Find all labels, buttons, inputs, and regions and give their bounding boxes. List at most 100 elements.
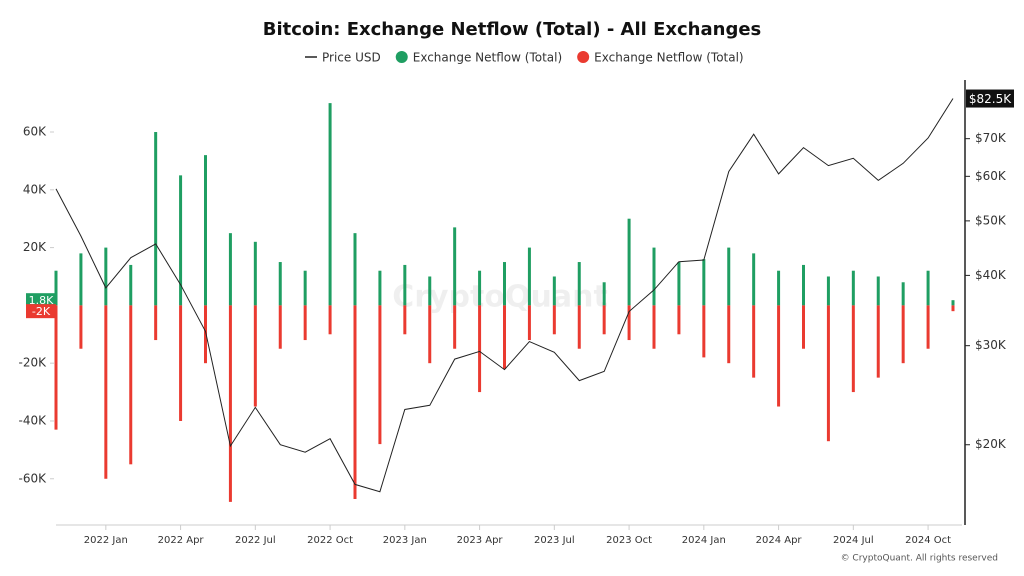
netflow-bar [652,305,656,349]
netflow-bar [627,305,631,341]
netflow-bar [851,270,855,306]
x-tick-label: 2024 Apr [756,535,803,546]
netflow-bar [179,305,183,421]
y2-tick-label: $40K [975,268,1007,282]
last-value-label: 1.8K [29,294,54,307]
netflow-bar [727,305,731,364]
netflow-bar [503,262,506,306]
y2-tick-label: $20K [975,437,1007,451]
copyright: © CryptoQuant. All rights reserved [841,554,998,564]
netflow-bar [876,305,880,378]
netflow-bar [826,305,830,442]
netflow-bar [478,270,482,306]
netflow-bar [851,305,855,393]
netflow-bar [154,305,158,341]
x-tick-label: 2024 Jan [682,535,726,546]
netflow-bar [204,155,207,306]
x-tick-label: 2024 Oct [905,535,951,546]
netflow-bar [527,305,531,341]
netflow-bar [129,264,133,306]
netflow-bar [104,247,108,306]
netflow-bar [428,276,432,306]
netflow-bar [627,218,631,306]
netflow-bar [403,305,407,335]
legend-label: Exchange Netflow (Total) [594,51,743,65]
last-value-box [26,293,56,308]
legend-marker [577,51,590,63]
netflow-bar [79,253,83,306]
x-tick-label: 2022 Oct [307,535,353,546]
netflow-bar [602,282,606,306]
netflow-bar [204,305,207,364]
netflow-bar [253,305,257,407]
netflow-bar [602,305,606,335]
netflow-bar [702,305,706,358]
watermark: CryptoQuant [392,280,608,315]
netflow-bar [677,262,681,306]
netflow-bar [228,305,232,502]
netflow-bar [527,247,531,306]
netflow-bar [403,264,407,306]
y-tick-label: -40K [19,413,48,427]
x-tick-label: 2024 Jul [833,535,874,546]
netflow-bar [552,276,556,306]
netflow-bar [802,305,805,349]
netflow-bar [727,247,731,306]
netflow-bar [752,305,756,378]
y-tick-label: -20K [19,356,48,370]
netflow-bar [577,305,581,349]
netflow-bar [826,276,830,306]
netflow-bar [777,270,781,306]
netflow-bar [802,264,805,306]
netflow-bar [926,270,930,306]
netflow-bar [876,276,880,306]
netflow-bar [303,305,307,341]
y-tick-label: -60K [19,471,48,485]
netflow-bar [378,305,382,445]
x-tick-label: 2022 Jul [235,535,276,546]
netflow-bar [54,270,58,306]
netflow-bar [303,270,307,306]
netflow-bar [328,305,332,335]
netflow-bar [328,103,332,306]
y-tick-label: 20K [23,240,47,254]
netflow-bar [453,305,457,349]
x-tick-label: 2023 Oct [606,535,652,546]
netflow-bar [752,253,756,306]
legend-label: Price USD [322,51,381,65]
last-price-label: $82.5K [969,92,1012,106]
y-tick-label: 60K [23,125,47,139]
y2-tick-label: $70K [975,131,1007,145]
x-tick-label: 2023 Jan [383,535,427,546]
netflow-bar [353,305,357,499]
x-tick-label: 2022 Jan [84,535,128,546]
price-line [55,98,954,493]
netflow-bar [353,233,357,306]
netflow-bar [378,270,382,306]
netflow-bar [129,305,133,465]
netflow-bar [577,262,581,306]
netflow-bar [702,259,706,306]
netflow-bar [951,305,955,312]
netflow-bar [552,305,556,335]
netflow-bar [677,305,681,335]
netflow-bar [428,305,432,364]
y2-tick-label: $50K [975,213,1007,227]
netflow-bar [926,305,930,349]
netflow-bar [54,305,58,430]
netflow-bar [901,282,905,306]
netflow-bar [951,300,955,306]
x-tick-label: 2023 Apr [457,535,504,546]
netflow-bar [179,175,183,306]
y2-tick-label: $30K [975,338,1007,352]
last-price-box [966,89,1014,108]
netflow-bar [453,227,457,306]
x-tick-label: 2023 Jul [534,535,575,546]
netflow-bar [478,305,482,393]
netflow-bar [278,262,282,306]
x-tick-label: 2022 Apr [158,535,205,546]
netflow-bar [104,305,108,479]
netflow-bar [79,305,83,349]
y-tick-label: 40K [23,182,47,196]
